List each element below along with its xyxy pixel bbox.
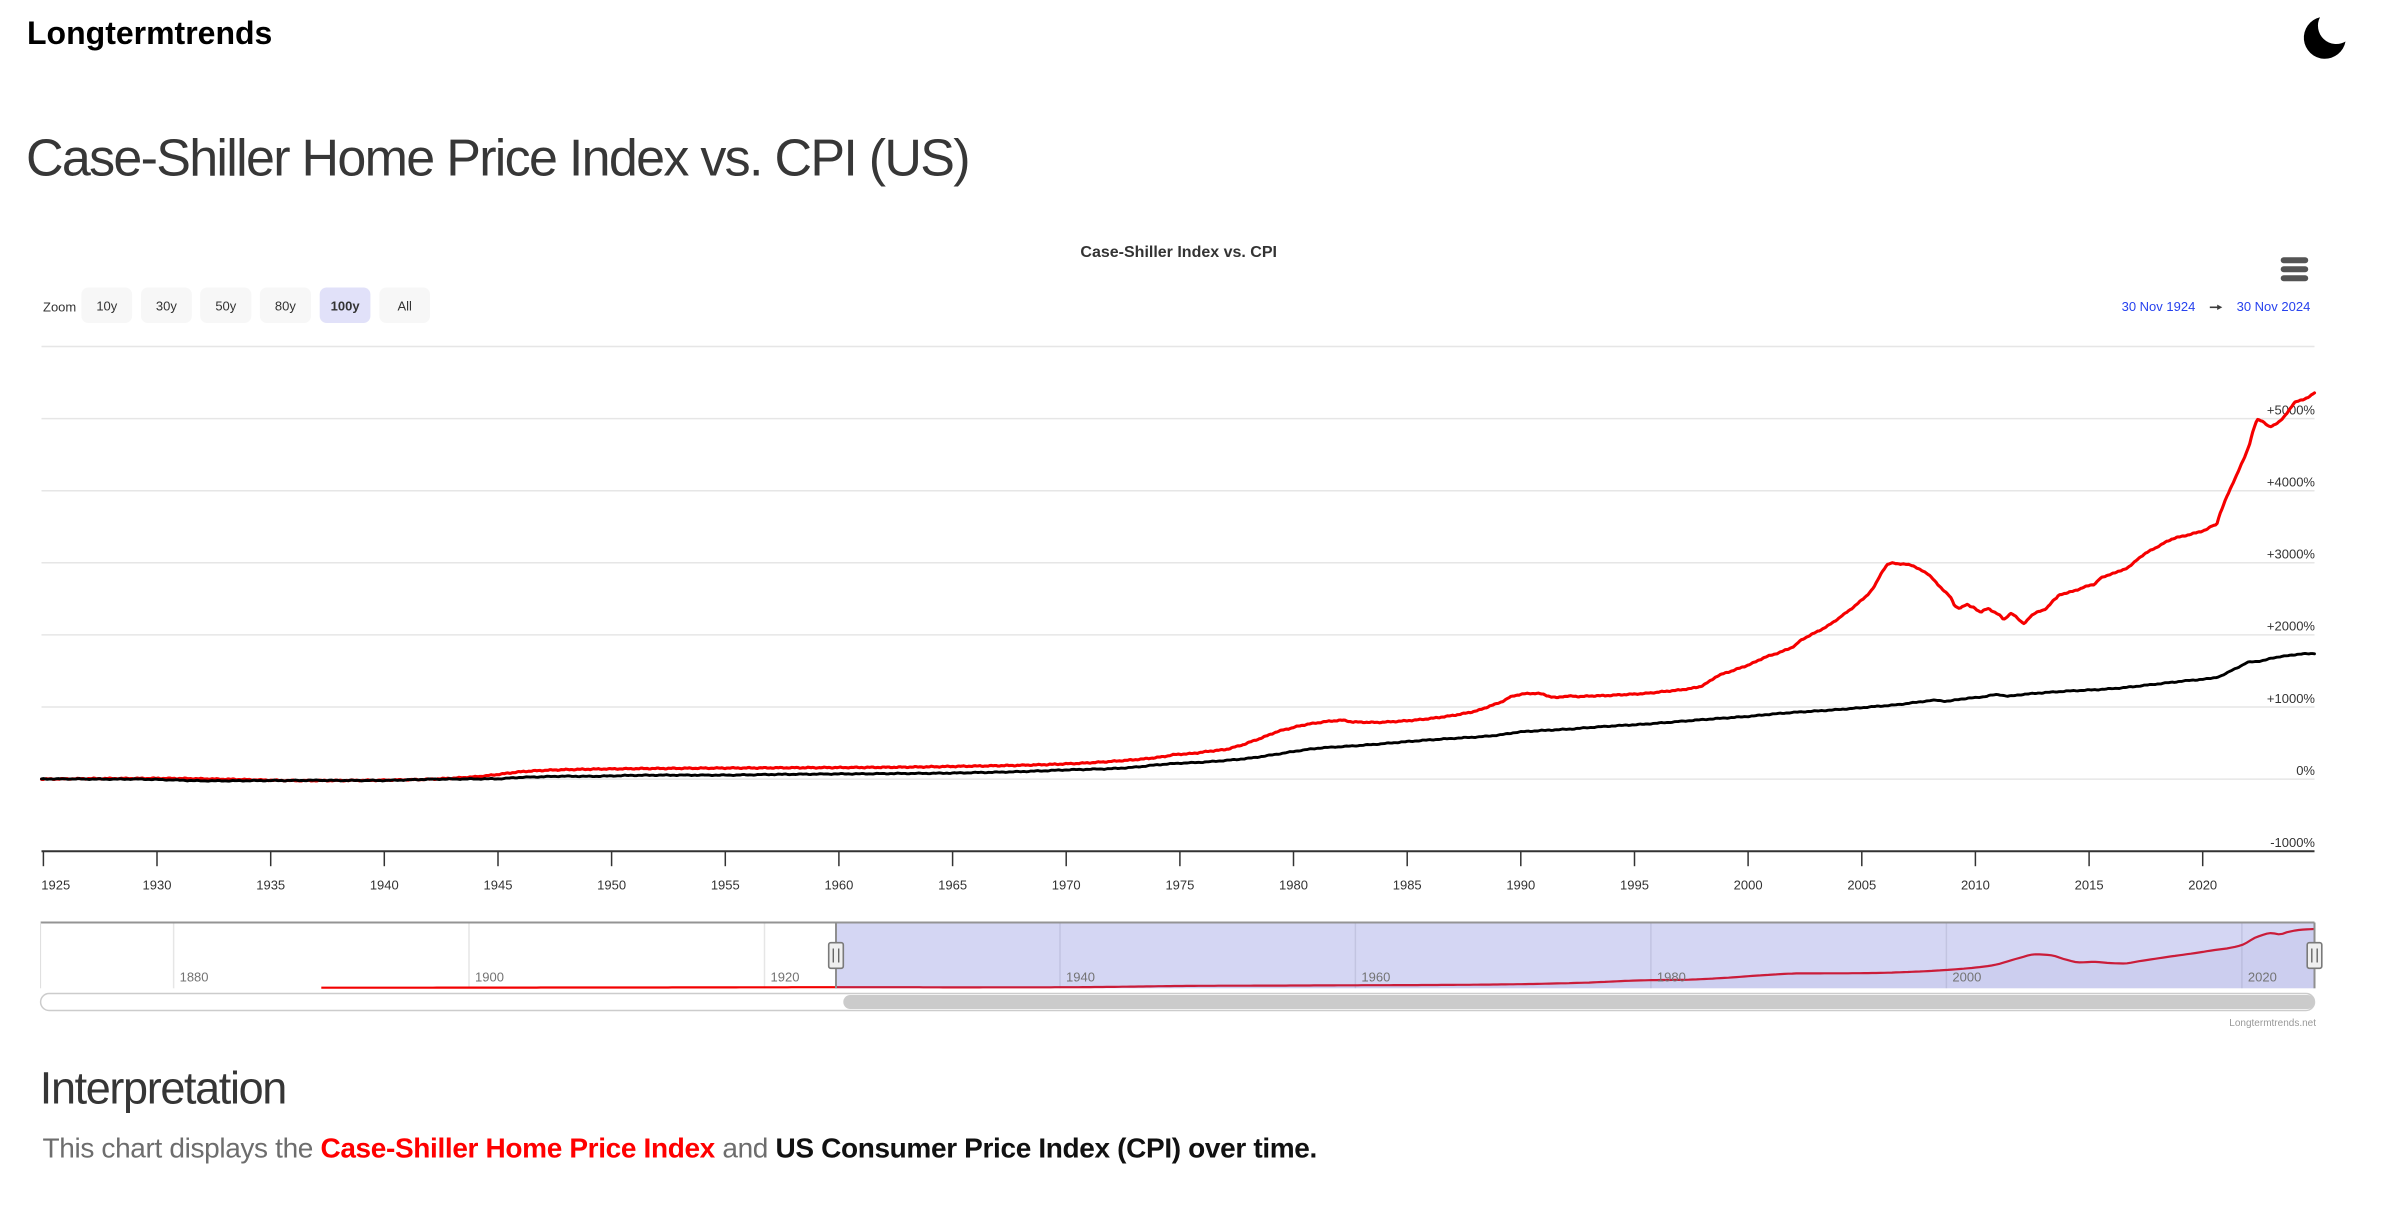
svg-text:+3000%: +3000% [2267, 547, 2316, 562]
svg-text:1960: 1960 [1361, 970, 1390, 985]
svg-text:30 Nov 1924: 30 Nov 1924 [2122, 299, 2196, 314]
svg-text:50y: 50y [215, 299, 236, 314]
svg-text:80y: 80y [275, 299, 296, 314]
svg-text:2015: 2015 [2075, 878, 2104, 893]
svg-text:1970: 1970 [1052, 878, 1081, 893]
svg-text:Zoom: Zoom [43, 300, 76, 315]
svg-text:1945: 1945 [484, 878, 513, 893]
svg-text:1950: 1950 [597, 878, 626, 893]
svg-text:+4000%: +4000% [2267, 475, 2316, 490]
svg-text:100y: 100y [331, 299, 361, 314]
svg-text:10y: 10y [96, 299, 117, 314]
svg-text:1940: 1940 [370, 878, 399, 893]
svg-text:1990: 1990 [1506, 878, 1535, 893]
svg-text:1980: 1980 [1279, 878, 1308, 893]
svg-text:1900: 1900 [475, 970, 504, 985]
svg-text:1960: 1960 [824, 878, 853, 893]
svg-text:Longtermtrends.net: Longtermtrends.net [2229, 1018, 2316, 1029]
svg-text:2010: 2010 [1961, 878, 1990, 893]
svg-text:1955: 1955 [711, 878, 740, 893]
svg-text:1975: 1975 [1165, 878, 1194, 893]
svg-text:2020: 2020 [2248, 970, 2277, 985]
svg-text:Case-Shiller Index vs. CPI: Case-Shiller Index vs. CPI [1080, 244, 1277, 261]
svg-text:All: All [397, 299, 412, 314]
svg-text:30y: 30y [156, 299, 177, 314]
svg-text:2000: 2000 [1734, 878, 1763, 893]
svg-text:1935: 1935 [256, 878, 285, 893]
svg-text:1980: 1980 [1657, 970, 1686, 985]
svg-text:0%: 0% [2296, 763, 2315, 778]
svg-text:1925: 1925 [41, 878, 70, 893]
svg-text:+2000%: +2000% [2267, 619, 2316, 634]
svg-text:-1000%: -1000% [2270, 835, 2315, 850]
svg-text:2020: 2020 [2188, 878, 2217, 893]
svg-text:This chart displays the Case-S: This chart displays the Case-Shiller Hom… [43, 1133, 1317, 1164]
svg-text:1880: 1880 [180, 970, 209, 985]
svg-text:1965: 1965 [938, 878, 967, 893]
svg-text:1930: 1930 [143, 878, 172, 893]
svg-text:2000: 2000 [1952, 970, 1981, 985]
svg-text:Interpretation: Interpretation [40, 1063, 286, 1114]
svg-text:2005: 2005 [1847, 878, 1876, 893]
svg-text:1920: 1920 [771, 970, 800, 985]
svg-text:1940: 1940 [1066, 970, 1095, 985]
svg-text:Longtermtrends: Longtermtrends [27, 15, 272, 51]
svg-text:1985: 1985 [1393, 878, 1422, 893]
svg-text:30 Nov 2024: 30 Nov 2024 [2237, 299, 2311, 314]
svg-text:+5000%: +5000% [2267, 402, 2316, 417]
svg-text:Case-Shiller Home Price Index: Case-Shiller Home Price Index vs. CPI (U… [26, 130, 969, 188]
svg-text:1995: 1995 [1620, 878, 1649, 893]
svg-text:+1000%: +1000% [2267, 691, 2316, 706]
